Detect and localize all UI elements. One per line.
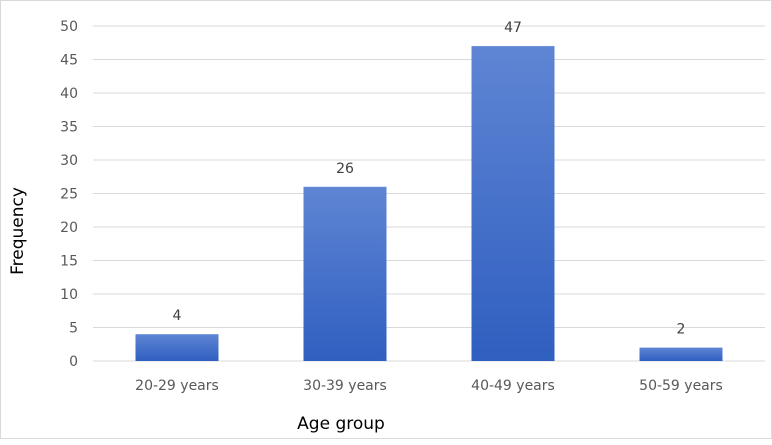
data-label: 26 [336,161,354,177]
bar-20-29-years [135,334,219,361]
bar-30-39-years [303,186,387,361]
x-axis-ticks: 20-29 years 30-39 years 40-49 years 50-59 y… [135,378,723,394]
y-tick-label: 40 [60,86,78,102]
gridlines [93,25,765,362]
bar-40-49-years [471,46,555,361]
x-axis-title: Age group [297,414,385,434]
x-tick-label: 40-49 years [471,378,555,394]
x-tick-label: 50-59 years [639,378,723,394]
x-tick-label: 20-29 years [135,378,219,394]
y-tick-label: 30 [60,153,78,169]
y-axis-title: Frequency [8,187,28,275]
x-tick-label: 30-39 years [303,378,387,394]
y-tick-label: 0 [69,354,78,370]
y-tick-label: 20 [60,220,78,236]
data-label: 47 [504,20,522,36]
y-tick-label: 15 [60,254,78,270]
y-tick-label: 45 [60,53,78,69]
bar-50-59-years [639,347,723,361]
y-tick-label: 25 [60,187,78,203]
y-tick-label: 50 [60,19,78,35]
data-label: 2 [677,322,686,338]
y-axis-ticks: 0 5 10 15 20 25 30 35 40 45 50 [60,19,78,370]
y-tick-label: 5 [69,321,78,337]
data-labels: 4 26 47 2 [173,20,686,338]
y-tick-label: 35 [60,120,78,136]
y-tick-label: 10 [60,287,78,303]
bars [135,46,723,361]
data-label: 4 [173,308,182,324]
